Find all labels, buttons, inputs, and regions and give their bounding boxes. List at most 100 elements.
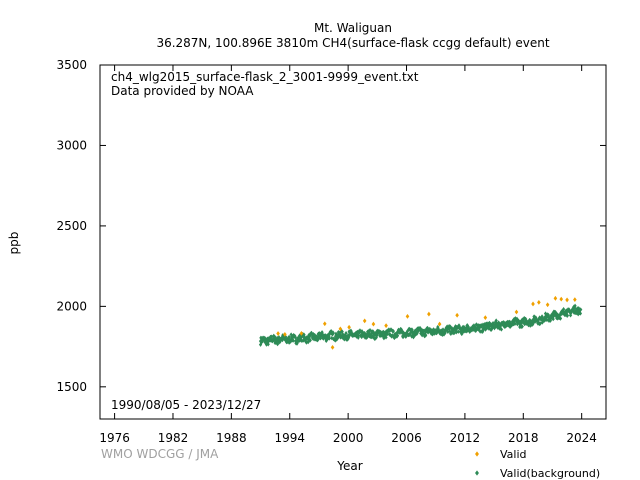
point-valid-background xyxy=(511,320,516,326)
plot-frame xyxy=(99,64,607,420)
point-valid xyxy=(437,321,442,327)
point-valid-background xyxy=(273,334,277,340)
point-valid xyxy=(565,297,569,303)
x-tick-label: 2024 xyxy=(566,431,597,445)
point-valid-background xyxy=(348,332,352,337)
x-tick-label: 1988 xyxy=(216,431,247,445)
point-valid xyxy=(545,302,550,308)
point-valid xyxy=(405,313,410,319)
point-valid-background xyxy=(300,333,304,339)
point-valid-background xyxy=(346,333,350,338)
point-valid-background xyxy=(462,324,466,330)
point-valid-background xyxy=(266,342,270,347)
point-valid-background xyxy=(373,336,377,342)
y-tick-label: 1500 xyxy=(56,380,87,394)
point-valid xyxy=(455,312,459,318)
point-valid-background xyxy=(521,319,525,325)
point-valid-background xyxy=(550,314,555,319)
point-valid-background xyxy=(268,337,272,343)
point-valid-background xyxy=(493,324,497,330)
point-valid-background xyxy=(291,334,295,340)
point-valid-background xyxy=(443,330,447,336)
point-valid-background xyxy=(327,333,331,339)
point-valid-background xyxy=(345,335,349,340)
legend-marker-valid xyxy=(475,451,479,457)
point-valid-background xyxy=(265,339,269,345)
point-valid-background xyxy=(317,334,321,340)
point-valid-background xyxy=(439,332,443,337)
point-valid-background xyxy=(558,316,563,321)
point-valid-background xyxy=(384,335,388,340)
legend: Valid Valid(background) xyxy=(475,448,600,480)
point-valid-background xyxy=(423,333,428,338)
y-tick-label: 2000 xyxy=(56,299,87,313)
point-valid-background xyxy=(449,330,454,335)
point-valid-background xyxy=(420,333,424,338)
point-valid-background xyxy=(579,307,583,312)
point-valid xyxy=(283,331,287,337)
point-valid-background xyxy=(365,332,370,337)
point-valid-background xyxy=(502,322,506,327)
point-valid xyxy=(537,299,541,305)
legend-label-valid-background: Valid(background) xyxy=(500,467,600,480)
point-valid-background xyxy=(482,324,487,330)
watermark: WMO WDCGG / JMA xyxy=(101,447,219,461)
chart-subtitle: 36.287N, 100.896E 3810m CH4(surface-flas… xyxy=(156,36,549,50)
point-valid-background xyxy=(297,336,302,341)
point-valid-background xyxy=(404,330,409,336)
legend-marker-valid-background xyxy=(475,470,479,476)
file-label: ch4_wlg2015_surface-flask_2_3001-9999_ev… xyxy=(111,70,419,84)
y-tick-label: 3500 xyxy=(56,58,87,72)
point-valid-background xyxy=(356,332,360,338)
point-valid-background xyxy=(492,323,496,328)
point-valid-background xyxy=(499,327,504,332)
point-valid-background xyxy=(389,327,393,332)
point-valid-background xyxy=(304,338,308,344)
point-valid-background xyxy=(474,322,479,327)
point-valid-background xyxy=(336,333,341,338)
x-tick-label: 1994 xyxy=(274,431,305,445)
point-valid-background xyxy=(463,327,467,332)
y-axis: 1500 2000 2500 3000 3500 xyxy=(56,58,606,394)
point-valid-background xyxy=(278,337,282,342)
x-axis: 1976 1982 1988 1994 2000 2006 2012 2018 2024 xyxy=(99,65,597,445)
point-valid-background xyxy=(272,333,276,339)
point-valid-background xyxy=(313,332,317,338)
point-valid-background xyxy=(341,332,346,338)
point-valid-background xyxy=(263,335,267,341)
point-valid-background xyxy=(541,316,545,322)
point-valid xyxy=(427,311,431,317)
point-valid-background xyxy=(494,318,498,323)
x-tick-label: 1976 xyxy=(99,431,130,445)
point-valid-background xyxy=(320,330,324,335)
point-valid xyxy=(371,321,376,327)
y-tick-label: 3000 xyxy=(56,138,87,152)
point-valid-background xyxy=(561,306,566,312)
point-valid-background xyxy=(291,338,295,343)
point-valid-background xyxy=(385,331,389,336)
point-valid xyxy=(322,321,327,327)
point-valid-background xyxy=(307,335,311,341)
point-valid xyxy=(559,296,564,302)
point-valid-background xyxy=(471,327,475,332)
point-valid-background xyxy=(493,319,498,325)
point-valid-background xyxy=(259,340,264,345)
point-valid-background xyxy=(480,329,485,334)
point-valid-background xyxy=(275,335,279,341)
point-valid-background xyxy=(424,329,428,334)
point-valid-background xyxy=(395,333,400,338)
point-valid xyxy=(553,295,558,301)
point-valid-background xyxy=(316,336,320,342)
point-valid-background xyxy=(392,335,397,341)
point-valid-background xyxy=(297,333,302,339)
point-valid-background xyxy=(331,330,335,335)
point-valid-background xyxy=(578,311,583,316)
point-valid-background xyxy=(458,329,463,334)
data-points xyxy=(258,295,583,350)
point-valid xyxy=(330,344,335,350)
point-valid xyxy=(573,297,577,303)
point-valid xyxy=(531,301,535,307)
y-tick-label: 2500 xyxy=(56,219,87,233)
point-valid xyxy=(384,323,388,329)
